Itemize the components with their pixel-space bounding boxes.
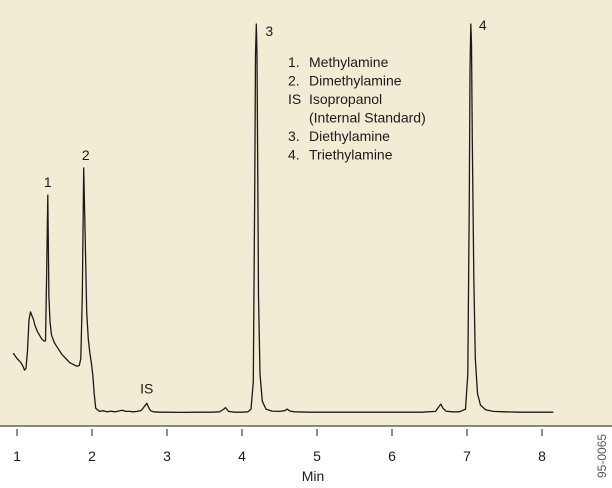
legend-marker-3: IS <box>288 91 301 107</box>
legend-marker-5: 3. <box>288 128 300 144</box>
legend: 1. Methylamine 2. Dimethylamine IS Isopropano… <box>288 54 426 163</box>
x-tick-label-2: 2 <box>88 448 96 464</box>
x-axis-ticks: 1 2 3 4 5 6 7 8 <box>13 429 546 464</box>
peak-labels: 1 2 IS 3 4 <box>44 17 487 396</box>
legend-entry-2: Dimethylamine <box>309 73 402 89</box>
peak-label-4: 4 <box>479 17 487 33</box>
x-tick-label-1: 1 <box>13 448 21 464</box>
x-tick-label-8: 8 <box>538 448 546 464</box>
chromatogram-trace <box>12 23 554 414</box>
x-tick-label-4: 4 <box>238 448 246 464</box>
x-axis-title: Min <box>302 468 325 484</box>
legend-marker-6: 4. <box>288 147 300 163</box>
legend-entry-5: Diethylamine <box>309 128 390 144</box>
x-tick-label-3: 3 <box>163 448 171 464</box>
legend-marker-2: 2. <box>288 73 300 89</box>
legend-entry-4: (Internal Standard) <box>309 110 426 126</box>
x-tick-label-7: 7 <box>463 448 471 464</box>
legend-marker-1: 1. <box>288 54 300 70</box>
legend-entry-6: Triethylamine <box>309 147 393 163</box>
legend-entry-1: Methylamine <box>309 54 389 70</box>
peak-label-is: IS <box>140 380 153 396</box>
plot-background <box>0 0 612 426</box>
figure-code-label: 95-0065 <box>595 434 609 478</box>
peak-label-1: 1 <box>44 174 52 190</box>
peak-label-2: 2 <box>82 147 90 163</box>
x-tick-label-5: 5 <box>313 448 321 464</box>
x-tick-label-6: 6 <box>388 448 396 464</box>
peak-label-3: 3 <box>265 23 273 39</box>
legend-entry-3: Isopropanol <box>309 91 382 107</box>
